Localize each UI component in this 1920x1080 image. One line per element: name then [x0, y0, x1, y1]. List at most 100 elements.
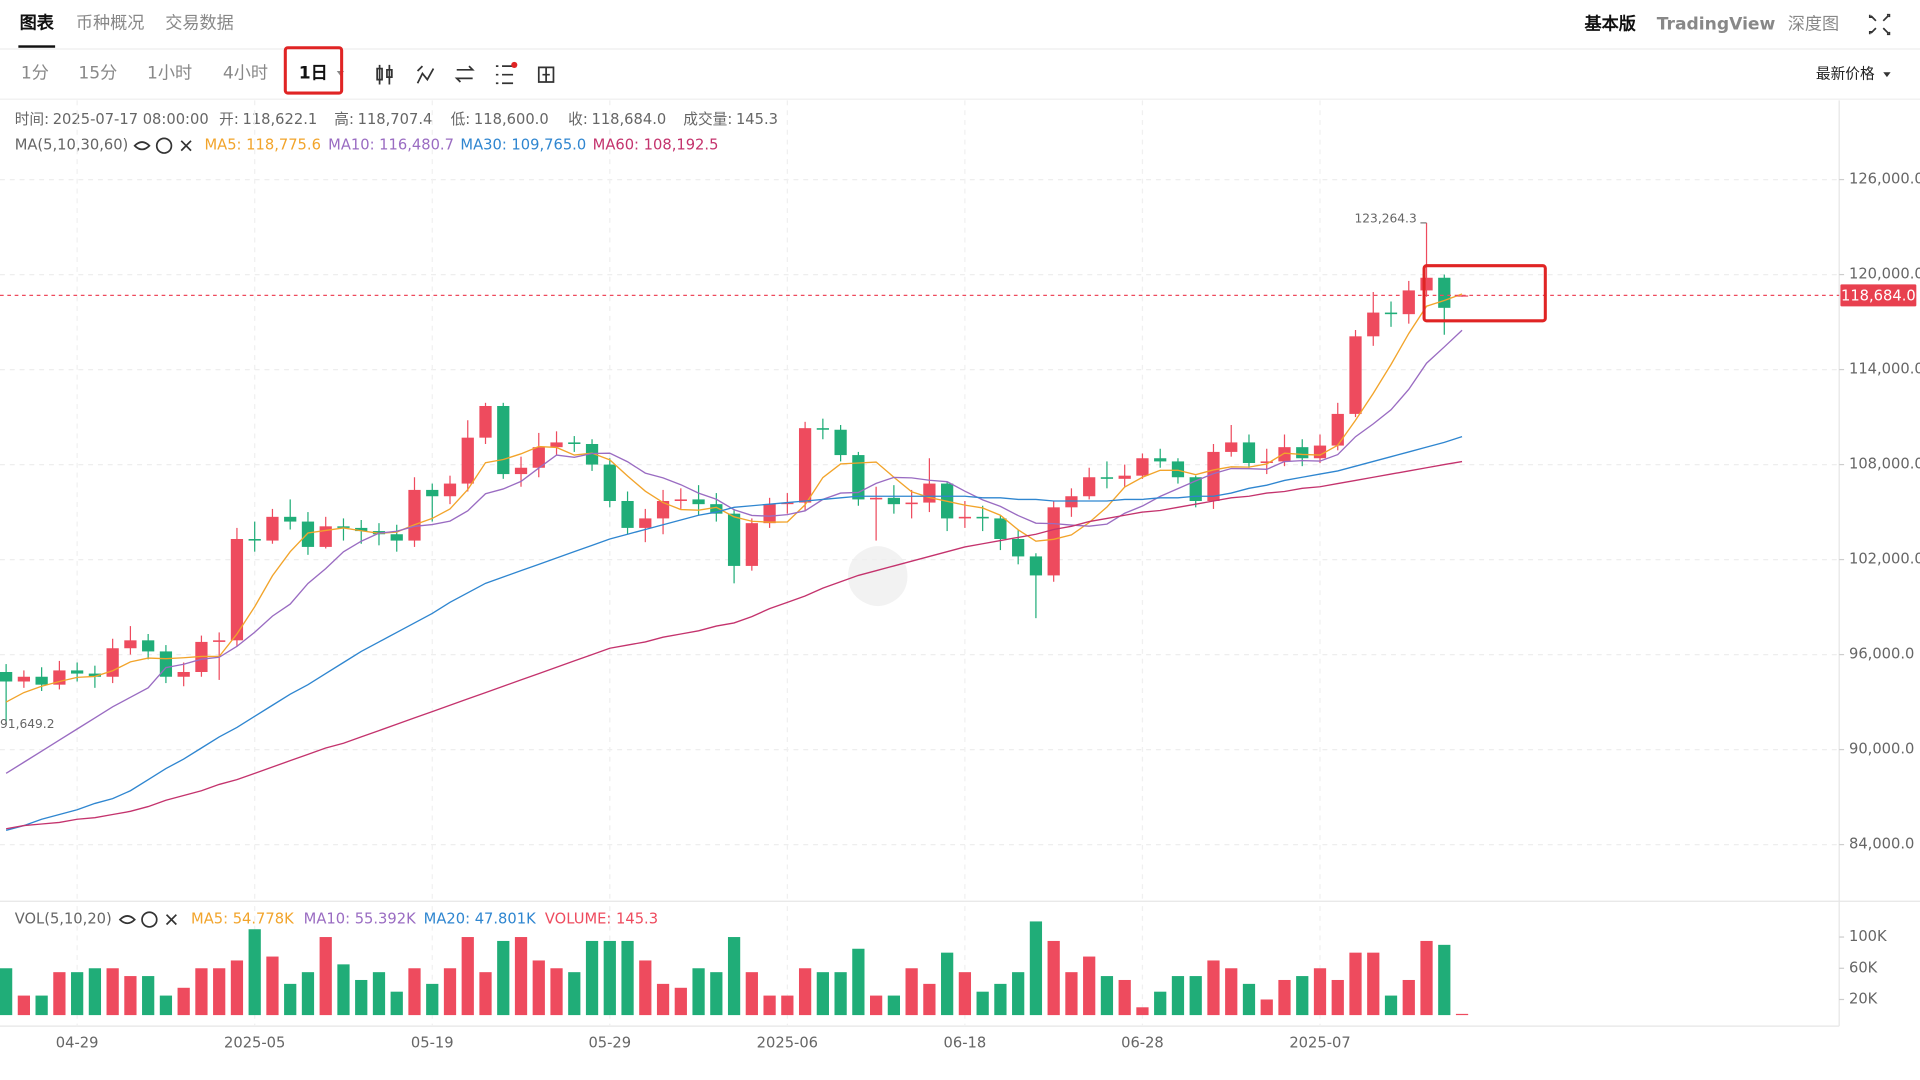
- x-tick-label: 05-19: [411, 1034, 454, 1051]
- volume-bar: [1100, 976, 1114, 1016]
- candle-body: [390, 534, 403, 541]
- volume-bar: [53, 972, 66, 1016]
- ma-line: [5, 329, 1463, 774]
- volume-bar: [852, 948, 865, 1016]
- volume-bar: [71, 972, 84, 1016]
- tab[interactable]: 交易数据: [165, 13, 234, 33]
- volume-bar: [1420, 940, 1433, 1016]
- legend-entry: MA10: 116,480.7: [328, 137, 454, 154]
- candle-body: [88, 673, 102, 677]
- volume-bar: [1012, 972, 1025, 1016]
- price-mode[interactable]: 最新价格: [1816, 66, 1875, 83]
- x-tick-label: 2025-05: [224, 1034, 285, 1051]
- candle-body: [1207, 451, 1220, 501]
- volume-bar: [355, 979, 368, 1016]
- candle-icon[interactable]: [376, 64, 393, 85]
- interval[interactable]: 4小时: [223, 63, 268, 83]
- y-tick-label: 126,000.0: [1849, 171, 1920, 188]
- y-tick-label: 114,000.0: [1849, 361, 1920, 378]
- candle-body: [337, 526, 350, 528]
- candle-body: [1012, 538, 1025, 557]
- volume-bar: [603, 940, 616, 1016]
- volume-bar: [550, 968, 563, 1016]
- candle-body: [1313, 445, 1327, 459]
- volume-bar: [905, 968, 918, 1016]
- vol-tick-label: 60K: [1849, 959, 1878, 976]
- volume-bar: [1136, 1007, 1149, 1016]
- candle-body: [1331, 413, 1344, 446]
- x-tick-label: 05-29: [588, 1034, 631, 1051]
- depth-link[interactable]: 深度图: [1788, 14, 1839, 34]
- info-item: 时间: 2025-07-17 08:00:00: [15, 111, 209, 128]
- interval[interactable]: 1日: [299, 63, 328, 83]
- volume-bar: [621, 940, 634, 1016]
- info-value: 2025-07-17 08:00:00: [53, 111, 209, 128]
- legend-controls[interactable]: [118, 911, 177, 928]
- info-label: 时间:: [15, 111, 49, 128]
- interval[interactable]: 1分: [21, 63, 49, 83]
- candle-body: [124, 640, 137, 649]
- candle-body: [1118, 475, 1131, 479]
- settings-icon[interactable]: [537, 66, 555, 83]
- candle-body: [1260, 461, 1273, 463]
- version-link[interactable]: 基本版: [1584, 13, 1636, 34]
- candle-body: [1349, 336, 1362, 414]
- info-item: 成交量: 145.3: [683, 110, 778, 128]
- vol-tick-label: 20K: [1849, 990, 1878, 1007]
- volume-bar: [266, 956, 279, 1016]
- volume-bar: [656, 983, 670, 1016]
- switch-icon[interactable]: [454, 65, 475, 83]
- x-tick-label: 06-18: [944, 1034, 987, 1051]
- fullscreen-icon[interactable]: [1868, 13, 1891, 36]
- candle-body: [905, 502, 918, 505]
- candle-body: [1154, 458, 1167, 462]
- volume-bar: [585, 940, 599, 1016]
- min-label: 91,649.2: [0, 717, 54, 731]
- candle-body: [1384, 312, 1398, 315]
- candle-body: [213, 640, 226, 642]
- ma-line: [5, 435, 1463, 831]
- volume-bar: [1083, 956, 1096, 1016]
- candle-body: [426, 489, 439, 497]
- candle-body: [870, 497, 883, 500]
- volume-bar: [1367, 952, 1380, 1016]
- info-bar: 时间: 2025-07-17 08:00:00 开: 118,622.1 高: 118,7…: [15, 110, 778, 128]
- volume-bar: [1349, 952, 1362, 1016]
- ma-legend-title: MA(5,10,30,60): [15, 137, 129, 154]
- volume-bar: [1296, 976, 1309, 1016]
- interval[interactable]: 1小时: [147, 63, 192, 83]
- plot: 84,000.0 90,000.0 96,000.0 102,000.0 108,000…: [0, 100, 1920, 1051]
- volume-bar: [1189, 976, 1202, 1016]
- volume-bar: [994, 983, 1007, 1016]
- volume-bar: [798, 968, 812, 1016]
- notification-dot: [511, 61, 518, 68]
- list-icon[interactable]: [495, 65, 514, 85]
- vol-legend-entry: MA10: 55.392K: [304, 911, 416, 928]
- info-value: 118,622.1: [242, 111, 317, 128]
- volume-bar: [1438, 944, 1451, 1016]
- legend-entry: MA30: 109,765.0: [460, 137, 586, 154]
- candle-body: [1242, 442, 1256, 463]
- current-price-tag: [1840, 284, 1917, 307]
- indicator-icon[interactable]: [416, 65, 435, 84]
- volume-bar: [319, 937, 332, 1016]
- candle-body: [479, 405, 492, 438]
- tab[interactable]: 图表: [20, 12, 55, 33]
- tradingview-link[interactable]: TradingView: [1657, 14, 1776, 34]
- candle-body: [603, 464, 616, 501]
- legend-controls[interactable]: [133, 137, 192, 154]
- vol-legend-entry: MA20: 47.801K: [424, 911, 536, 928]
- interval[interactable]: 15分: [78, 63, 117, 83]
- volume-bar: [443, 968, 457, 1016]
- volume-bar: [426, 983, 439, 1016]
- vol-legend-entry: MA5: 54.778K: [191, 911, 294, 928]
- candle-body: [1367, 312, 1380, 337]
- highlight-box: [1422, 264, 1547, 323]
- volume-bar: [958, 972, 972, 1016]
- y-tick-label: 120,000.0: [1849, 266, 1920, 283]
- tab[interactable]: 币种概况: [76, 13, 145, 33]
- candle-body: [1225, 442, 1238, 452]
- candle-body: [1029, 556, 1043, 576]
- candle-body: [568, 442, 581, 444]
